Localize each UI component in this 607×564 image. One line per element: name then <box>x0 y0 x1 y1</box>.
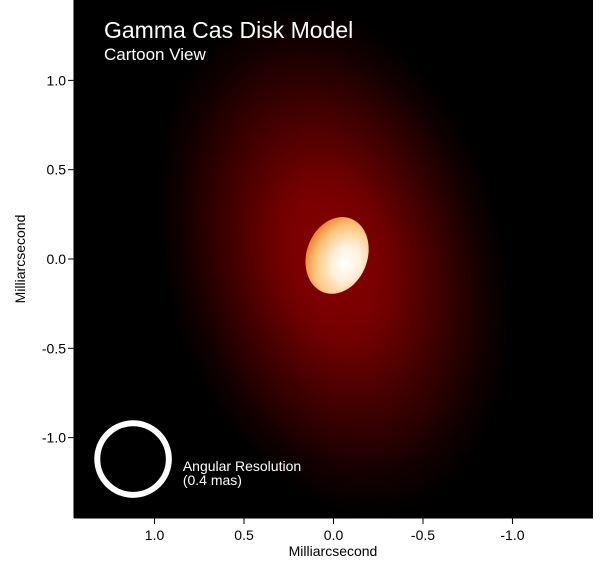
plot-title: Gamma Cas Disk Model <box>104 17 353 43</box>
plot-area: Gamma Cas Disk Model Cartoon View Angula… <box>74 0 593 518</box>
plot-subtitle: Cartoon View <box>104 45 206 64</box>
x-tick-label: 0.0 <box>324 527 344 543</box>
beam-label-value: (0.4 mas) <box>183 472 242 488</box>
x-tick-label: 1.0 <box>145 527 165 543</box>
beam-label: Angular Resolution <box>183 458 301 474</box>
central-star <box>305 217 369 294</box>
y-axis-title: Milliarcsecond <box>12 215 28 304</box>
y-tick-label: 1.0 <box>47 72 67 88</box>
x-tick-label: 0.5 <box>234 527 254 543</box>
x-axis-title: Milliarcsecond <box>289 543 378 559</box>
y-tick-label: 0.0 <box>47 251 67 267</box>
y-tick-label: -0.5 <box>42 340 66 356</box>
x-axis: 1.0 0.5 0.0 -0.5 -1.0 <box>74 517 593 543</box>
x-tick-label: -0.5 <box>411 527 435 543</box>
angular-resolution-beam <box>94 420 172 498</box>
y-tick-label: -1.0 <box>42 430 66 446</box>
y-tick-label: 0.5 <box>47 162 67 178</box>
y-axis: 1.0 0.5 0.0 -0.5 -1.0 <box>42 0 75 518</box>
x-tick-label: -1.0 <box>500 527 524 543</box>
